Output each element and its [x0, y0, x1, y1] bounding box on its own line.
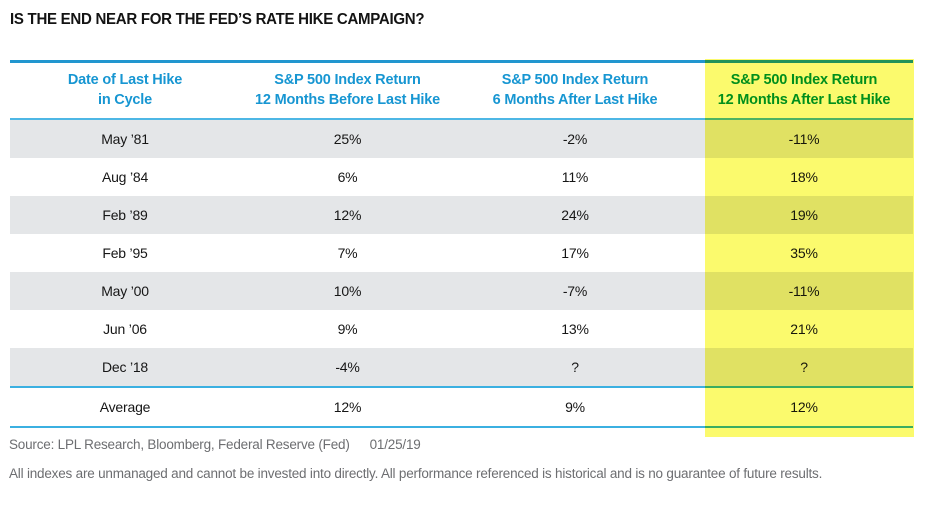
- cell-date: Average: [99, 399, 151, 415]
- column-header-12m-after-highlighted: S&P 500 Index Return 12 Months After Las…: [695, 62, 913, 120]
- cell-before-12m: -4%: [240, 348, 455, 387]
- column-header-line: 12 Months After Last Hike: [717, 91, 891, 108]
- disclaimer-text: All indexes are unmanaged and cannot be …: [9, 466, 823, 481]
- column-header-line: S&P 500 Index Return: [274, 72, 421, 89]
- source-text: Source: LPL Research, Bloomberg, Federal…: [9, 437, 350, 452]
- table-row: Dec ’18 -4% ? ?: [10, 348, 913, 387]
- cell-date: Jun ’06: [103, 321, 147, 337]
- cell-after-12m: 19%: [695, 196, 913, 234]
- cell-date: Feb ’89: [10, 196, 240, 234]
- cell-before-12m: 10%: [240, 272, 455, 310]
- column-header-12m-before: S&P 500 Index Return 12 Months Before La…: [240, 62, 455, 120]
- cell-after-12m: ?: [695, 348, 913, 387]
- column-header-line: 6 Months After Last Hike: [492, 91, 658, 108]
- cell-after-6m: 13%: [561, 321, 589, 337]
- cell-after-12m: 12%: [790, 399, 818, 415]
- table-row-average: Average 12% 9% 12%: [10, 387, 913, 427]
- table-row: Aug ’84 6% 11% 18%: [10, 158, 913, 196]
- cell-date: Dec ’18: [10, 348, 240, 387]
- table-row: May ’81 25% -2% -11%: [10, 119, 913, 158]
- cell-date: May ’00: [10, 272, 240, 310]
- column-header-line: 12 Months Before Last Hike: [255, 91, 440, 108]
- cell-after-6m: -2%: [455, 119, 695, 158]
- column-header-line: in Cycle: [97, 91, 152, 108]
- cell-after-12m: -11%: [695, 272, 913, 310]
- cell-before-12m: 12%: [240, 196, 455, 234]
- column-header-6m-after: S&P 500 Index Return 6 Months After Last…: [455, 62, 695, 120]
- page-title: IS THE END NEAR FOR THE FED’S RATE HIKE …: [10, 11, 425, 28]
- table-row: May ’00 10% -7% -11%: [10, 272, 913, 310]
- column-header-line: Date of Last Hike: [67, 72, 183, 89]
- column-header-line: S&P 500 Index Return: [501, 72, 649, 89]
- cell-after-12m: -11%: [695, 119, 913, 158]
- source-line: Source: LPL Research, Bloomberg, Federal…: [9, 437, 421, 452]
- column-header-line: S&P 500 Index Return: [730, 72, 878, 89]
- cell-before-12m: 7%: [337, 245, 358, 261]
- cell-after-6m: ?: [455, 348, 695, 387]
- source-date: 01/25/19: [369, 437, 421, 452]
- cell-after-6m: 11%: [561, 169, 589, 185]
- cell-after-6m: 17%: [561, 245, 589, 261]
- cell-after-6m: 9%: [565, 399, 585, 415]
- cell-after-12m: 35%: [790, 245, 818, 261]
- cell-date: Feb ’95: [102, 245, 148, 261]
- cell-before-12m: 12%: [333, 399, 362, 415]
- cell-before-12m: 6%: [337, 169, 358, 185]
- cell-date: May ’81: [10, 119, 240, 158]
- cell-before-12m: 25%: [240, 119, 455, 158]
- table-header-row: Date of Last Hike in Cycle S&P 500 Index…: [10, 61, 913, 120]
- table-row: Jun ’06 9% 13% 21%: [10, 310, 913, 348]
- rate-hike-table: Date of Last Hike in Cycle S&P 500 Index…: [10, 60, 913, 428]
- cell-after-12m: 21%: [790, 321, 818, 337]
- cell-after-12m: 18%: [790, 169, 818, 185]
- cell-after-6m: -7%: [455, 272, 695, 310]
- cell-before-12m: 9%: [337, 321, 358, 337]
- cell-date: Aug ’84: [101, 169, 149, 185]
- rate-hike-table-wrap: Date of Last Hike in Cycle S&P 500 Index…: [10, 59, 914, 437]
- table-row: Feb ’89 12% 24% 19%: [10, 196, 913, 234]
- cell-after-6m: 24%: [455, 196, 695, 234]
- column-header-date: Date of Last Hike in Cycle: [10, 62, 240, 120]
- table-row: Feb ’95 7% 17% 35%: [10, 234, 913, 272]
